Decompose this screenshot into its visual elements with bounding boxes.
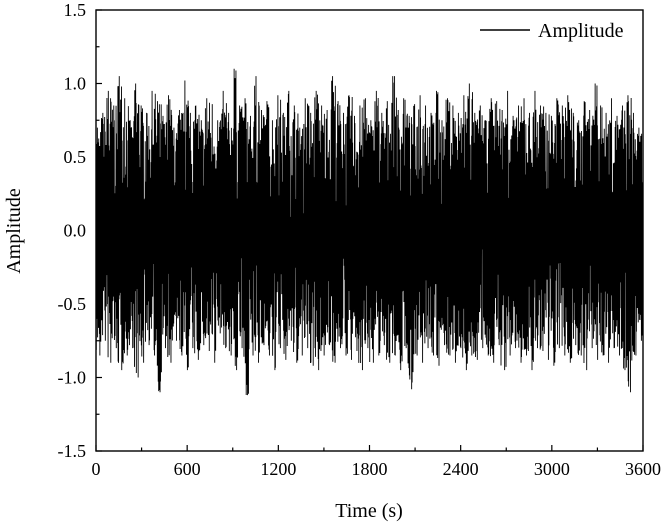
legend: Amplitude: [480, 20, 624, 42]
y-tick-label: -0.5: [58, 294, 87, 314]
x-tick-labels: 0 600 1200 1800 2400 3000 3600: [92, 459, 662, 479]
y-tick-label: 0.5: [64, 147, 87, 167]
y-axis-title: Amplitude: [3, 188, 25, 274]
y-tick-label: -1.5: [58, 441, 87, 461]
y-tick-label: 1.5: [64, 0, 87, 20]
series-amplitude: [95, 68, 644, 396]
x-tick-label: 3000: [534, 459, 570, 479]
x-tick-label: 1800: [352, 459, 388, 479]
y-tick-label: 1.0: [64, 74, 87, 94]
y-tick-labels: 1.5 1.0 0.5 0.0 -0.5 -1.0 -1.5: [58, 0, 87, 461]
x-tick-label: 0: [92, 459, 101, 479]
x-tick-label: 1200: [260, 459, 296, 479]
y-tick-label: 0.0: [64, 221, 87, 241]
series-line-amplitude: [95, 68, 644, 396]
axis-ticks: [95, 9, 644, 452]
x-axis-title: Time (s): [335, 500, 403, 522]
x-tick-label: 2400: [443, 459, 479, 479]
x-tick-label: 3600: [625, 459, 661, 479]
legend-label-amplitude: Amplitude: [538, 20, 624, 42]
x-tick-label: 600: [174, 459, 201, 479]
y-tick-label: -1.0: [58, 368, 87, 388]
